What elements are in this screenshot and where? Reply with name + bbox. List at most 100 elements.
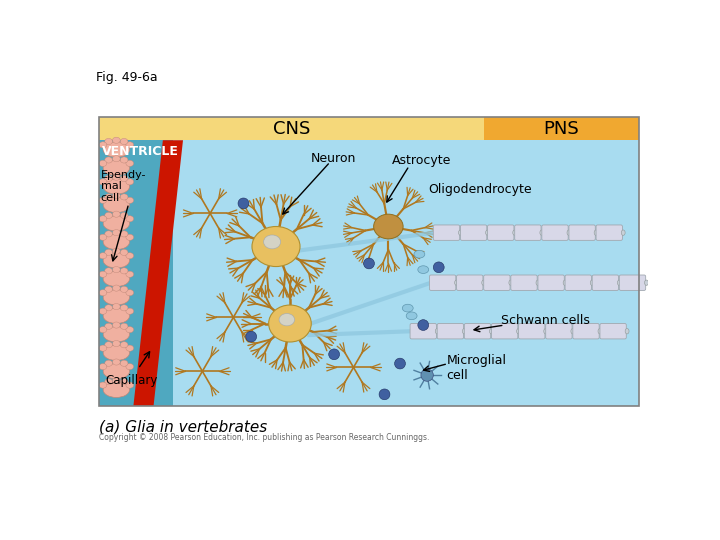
Ellipse shape [120,231,128,237]
FancyBboxPatch shape [600,323,626,339]
FancyBboxPatch shape [510,275,537,291]
Ellipse shape [112,156,120,162]
Ellipse shape [513,230,517,235]
Ellipse shape [103,160,130,176]
Text: Fig. 49-6a: Fig. 49-6a [96,71,158,84]
Ellipse shape [617,280,621,286]
Ellipse shape [103,197,130,213]
Ellipse shape [590,280,594,286]
Text: Neuron: Neuron [311,152,356,165]
Text: CNS: CNS [273,120,310,138]
FancyBboxPatch shape [437,323,464,339]
Ellipse shape [485,230,490,235]
Ellipse shape [104,176,112,181]
Ellipse shape [120,286,128,293]
FancyBboxPatch shape [433,225,459,240]
Circle shape [238,198,249,209]
Ellipse shape [374,214,403,239]
Ellipse shape [120,194,128,200]
Ellipse shape [99,179,107,185]
Ellipse shape [104,157,112,163]
FancyBboxPatch shape [464,323,490,339]
Ellipse shape [112,340,120,347]
Ellipse shape [120,157,128,163]
Ellipse shape [103,271,130,287]
Text: PNS: PNS [544,120,580,138]
Text: Ependy-
mal
cell: Ependy- mal cell [101,170,146,202]
Bar [99,140,173,406]
FancyBboxPatch shape [492,323,518,339]
Ellipse shape [99,142,107,148]
Ellipse shape [104,231,112,237]
Ellipse shape [462,328,467,334]
Ellipse shape [621,230,625,235]
Ellipse shape [536,280,540,286]
Ellipse shape [126,215,134,222]
Ellipse shape [414,251,425,258]
Ellipse shape [103,215,130,231]
Ellipse shape [104,268,112,274]
Ellipse shape [112,267,120,273]
Ellipse shape [252,226,300,267]
Ellipse shape [126,345,134,351]
Ellipse shape [126,327,134,333]
Ellipse shape [264,235,281,249]
Ellipse shape [120,360,128,366]
Text: Schwann cells: Schwann cells [500,314,590,327]
Ellipse shape [103,289,130,305]
Ellipse shape [99,363,107,370]
Ellipse shape [509,280,513,286]
Ellipse shape [99,382,107,388]
Ellipse shape [99,289,107,296]
Circle shape [329,349,340,360]
Ellipse shape [126,142,134,148]
Ellipse shape [567,230,571,235]
FancyBboxPatch shape [429,275,456,291]
Ellipse shape [126,234,134,240]
Ellipse shape [104,305,112,311]
Text: Microglial
cell: Microglial cell [446,354,506,382]
Ellipse shape [99,197,107,204]
Ellipse shape [104,249,112,255]
Ellipse shape [103,308,130,323]
FancyBboxPatch shape [515,225,541,240]
FancyBboxPatch shape [542,225,568,240]
Ellipse shape [269,305,311,342]
FancyBboxPatch shape [546,323,572,339]
Ellipse shape [544,328,548,334]
Circle shape [364,258,374,269]
Circle shape [246,331,256,342]
Ellipse shape [120,212,128,219]
Ellipse shape [120,138,128,145]
Ellipse shape [99,345,107,351]
Ellipse shape [120,342,128,348]
Ellipse shape [540,230,544,235]
FancyBboxPatch shape [518,323,545,339]
FancyBboxPatch shape [569,225,595,240]
Ellipse shape [406,312,417,320]
Ellipse shape [112,137,120,143]
Circle shape [379,389,390,400]
Text: Capillary: Capillary [106,374,158,387]
Ellipse shape [104,194,112,200]
FancyBboxPatch shape [538,275,564,291]
Ellipse shape [418,266,428,273]
FancyBboxPatch shape [573,323,599,339]
Ellipse shape [112,285,120,291]
FancyBboxPatch shape [461,225,487,240]
Circle shape [395,358,405,369]
Ellipse shape [99,253,107,259]
Ellipse shape [120,323,128,329]
Ellipse shape [126,308,134,314]
Circle shape [421,369,433,381]
FancyBboxPatch shape [410,323,436,339]
Ellipse shape [625,328,629,334]
Ellipse shape [126,253,134,259]
Ellipse shape [112,377,120,383]
Ellipse shape [104,379,112,385]
Ellipse shape [563,280,567,286]
Ellipse shape [112,303,120,309]
Ellipse shape [126,271,134,278]
Circle shape [418,320,428,330]
Ellipse shape [104,286,112,293]
